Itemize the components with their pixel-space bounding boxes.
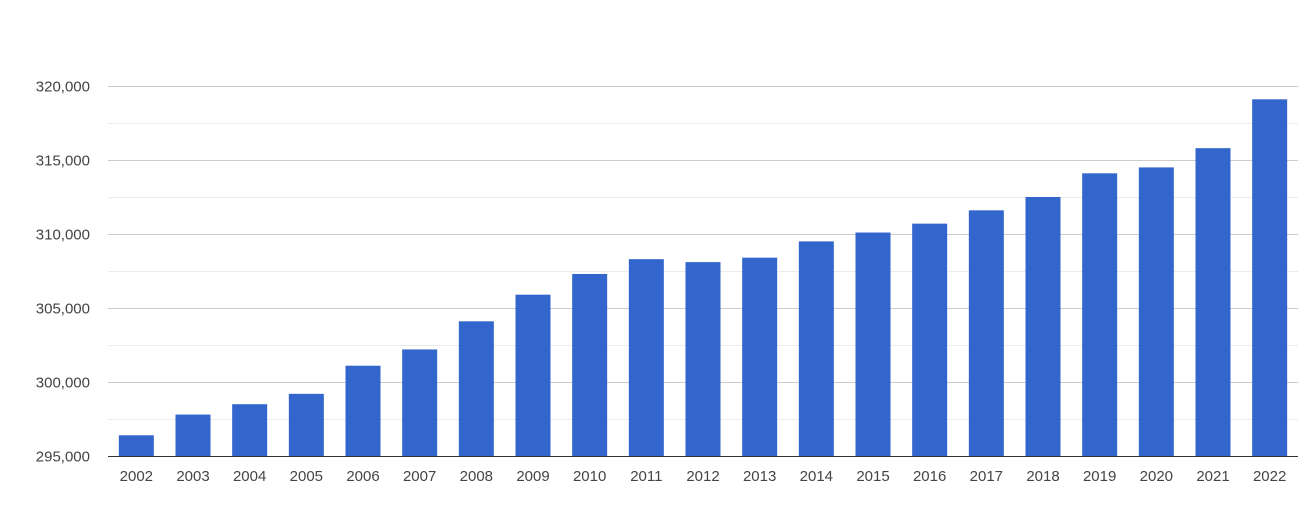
bar-2011 [628,259,664,456]
bar-2019 [1082,173,1118,456]
x-tick-label: 2016 [913,468,946,485]
x-tick-label: 2002 [120,468,153,485]
bar-2008 [458,321,494,456]
x-tick-label: 2020 [1140,468,1173,485]
x-tick-label: 2013 [743,468,776,485]
y-tick-label: 295,000 [36,449,90,466]
bar-2004 [232,404,268,456]
x-tick-label: 2009 [516,468,549,485]
bar-2009 [515,294,551,456]
x-tick-label: 2014 [800,468,833,485]
bar-2007 [402,349,438,456]
x-tick-label: 2015 [856,468,889,485]
y-tick-label: 305,000 [36,301,90,318]
x-tick-label: 2011 [630,468,662,485]
x-tick-label: 2022 [1253,468,1286,485]
x-tick-label: 2010 [573,468,606,485]
x-tick-label: 2019 [1083,468,1116,485]
y-tick-label: 300,000 [36,375,90,392]
x-tick-label: 2021 [1196,468,1229,485]
x-tick-label: 2003 [176,468,209,485]
bar-2014 [798,241,834,456]
x-tick-label: 2012 [686,468,719,485]
x-tick-label: 2018 [1026,468,1059,485]
x-tick-label: 2008 [460,468,493,485]
bar-2020 [1138,167,1174,456]
bar-2022 [1252,99,1288,456]
bar-2002 [118,435,154,456]
bar-2021 [1195,148,1231,456]
x-tick-label: 2004 [233,468,266,485]
bar-2016 [912,223,948,456]
bar-2003 [175,414,211,456]
bar-2006 [345,365,381,456]
x-tick-label: 2007 [403,468,436,485]
y-tick-label: 310,000 [36,227,90,244]
bar-2015 [855,232,891,456]
bar-2018 [1025,197,1061,456]
x-axis: 2002 2003 2004 2005 2006 2007 2008 2009 2010 2011… [120,468,1287,485]
bar-2012 [685,262,721,456]
bar-2010 [572,273,608,456]
bar-2017 [968,210,1004,456]
bar-series [118,99,1288,456]
bar-2005 [288,393,324,456]
x-tick-label: 2006 [346,468,379,485]
bar-2013 [742,257,778,456]
y-tick-label: 315,000 [36,153,90,170]
x-tick-label: 2017 [970,468,1003,485]
y-tick-label: 320,000 [36,79,90,96]
x-tick-label: 2005 [290,468,323,485]
y-axis: 295,000 300,000 305,000 310,000 315,000 320,0… [36,79,90,466]
